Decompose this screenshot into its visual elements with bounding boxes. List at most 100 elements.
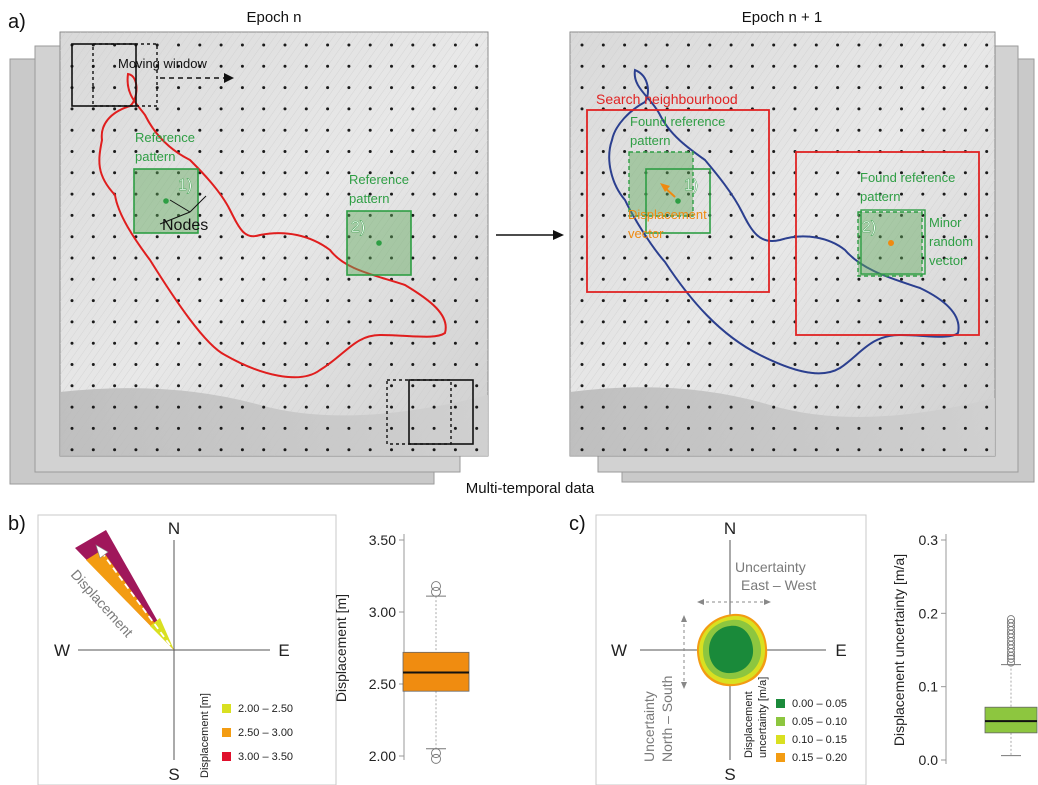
grid-node bbox=[453, 64, 457, 68]
grid-node bbox=[453, 256, 457, 260]
grid-node bbox=[985, 448, 989, 452]
grid-node bbox=[814, 171, 818, 175]
grid-node bbox=[687, 86, 690, 90]
grid-node bbox=[283, 320, 287, 324]
marker-1-right: 1) bbox=[684, 177, 698, 194]
grid-node bbox=[665, 448, 669, 452]
grid-node bbox=[836, 171, 840, 175]
grid-node bbox=[262, 363, 266, 366]
grid-node bbox=[368, 213, 372, 217]
grid-node bbox=[601, 448, 605, 452]
grid-node bbox=[240, 213, 244, 217]
multi-temporal-label: Multi-temporal data bbox=[466, 480, 595, 497]
legend-swatch bbox=[776, 753, 785, 762]
grid-node bbox=[326, 213, 330, 217]
grid-node bbox=[644, 384, 648, 388]
grid-node bbox=[262, 341, 266, 345]
grid-node bbox=[793, 86, 797, 90]
grid-node bbox=[729, 341, 733, 345]
grid-node bbox=[134, 171, 138, 175]
grid-node bbox=[750, 384, 754, 388]
grid-node bbox=[155, 235, 159, 239]
grid-node bbox=[857, 426, 861, 430]
grid-node bbox=[900, 277, 903, 281]
grid-node bbox=[113, 405, 117, 409]
grid-node bbox=[665, 64, 669, 68]
grid-node bbox=[814, 86, 818, 90]
grid-node bbox=[623, 128, 627, 132]
compass-north: N bbox=[168, 519, 180, 538]
grid-node bbox=[177, 384, 180, 388]
grid-node bbox=[814, 128, 818, 132]
grid-node bbox=[326, 277, 330, 281]
outlier-point bbox=[1006, 618, 1016, 627]
grid-node bbox=[475, 405, 479, 409]
grid-node bbox=[453, 171, 457, 175]
grid-node bbox=[580, 341, 584, 345]
grid-node bbox=[750, 150, 754, 153]
grid-node bbox=[580, 43, 584, 47]
grid-node bbox=[772, 405, 776, 409]
grid-node bbox=[326, 192, 330, 196]
grid-node bbox=[857, 405, 861, 409]
epoch-n-stack bbox=[9, 31, 489, 485]
legend-label: 0.10 – 0.15 bbox=[792, 734, 847, 746]
grid-node bbox=[878, 299, 882, 303]
grid-node bbox=[857, 384, 861, 388]
grid-node bbox=[177, 64, 180, 68]
grid-node bbox=[368, 405, 372, 409]
grid-node bbox=[177, 448, 180, 452]
grid-node bbox=[644, 341, 648, 345]
grid-node bbox=[304, 64, 308, 68]
grid-node bbox=[262, 299, 266, 303]
grid-node bbox=[134, 150, 138, 153]
grid-node bbox=[601, 128, 605, 132]
grid-node bbox=[665, 235, 669, 239]
grid-node bbox=[772, 341, 776, 345]
displacement-direction-arrowhead bbox=[95, 544, 109, 559]
grid-node bbox=[857, 43, 861, 47]
legend-swatch bbox=[222, 752, 231, 761]
grid-node bbox=[708, 405, 712, 409]
grid-node bbox=[836, 384, 840, 388]
legend-label: 0.15 – 0.20 bbox=[792, 752, 847, 764]
grid-node bbox=[963, 448, 967, 452]
grid-node bbox=[687, 448, 690, 452]
grid-node bbox=[836, 64, 840, 68]
grid-node bbox=[240, 128, 244, 132]
grid-node bbox=[134, 277, 138, 281]
grid-node bbox=[729, 213, 733, 217]
grid-node bbox=[113, 150, 117, 153]
grid-node bbox=[687, 363, 690, 366]
grid-node bbox=[134, 107, 138, 111]
grid-node bbox=[836, 299, 840, 303]
grid-node bbox=[900, 43, 903, 47]
grid-node bbox=[623, 64, 627, 68]
grid-node bbox=[942, 426, 946, 430]
grid-node bbox=[70, 107, 74, 111]
grid-node bbox=[665, 320, 669, 324]
grid-node bbox=[219, 320, 223, 324]
grid-node bbox=[219, 363, 223, 366]
grid-node bbox=[70, 171, 74, 175]
found-pattern-2-label-line2: pattern bbox=[860, 189, 900, 204]
compass-south: S bbox=[724, 765, 735, 784]
grid-node bbox=[900, 171, 903, 175]
grid-node bbox=[623, 43, 627, 47]
grid-node bbox=[368, 86, 372, 90]
grid-node bbox=[878, 341, 882, 345]
grid-node bbox=[857, 341, 861, 345]
landslide-boundary-shifted bbox=[608, 68, 960, 375]
grid-node bbox=[113, 384, 117, 388]
grid-node bbox=[390, 448, 393, 452]
grid-node bbox=[177, 128, 180, 132]
grid-node bbox=[708, 384, 712, 388]
grid-node bbox=[368, 448, 372, 452]
marker-2-left: 2) bbox=[351, 219, 365, 236]
grid-node bbox=[475, 256, 479, 260]
compass-east: E bbox=[835, 641, 846, 660]
grid-node bbox=[665, 128, 669, 132]
grid-node bbox=[155, 341, 159, 345]
grid-node bbox=[262, 235, 266, 239]
